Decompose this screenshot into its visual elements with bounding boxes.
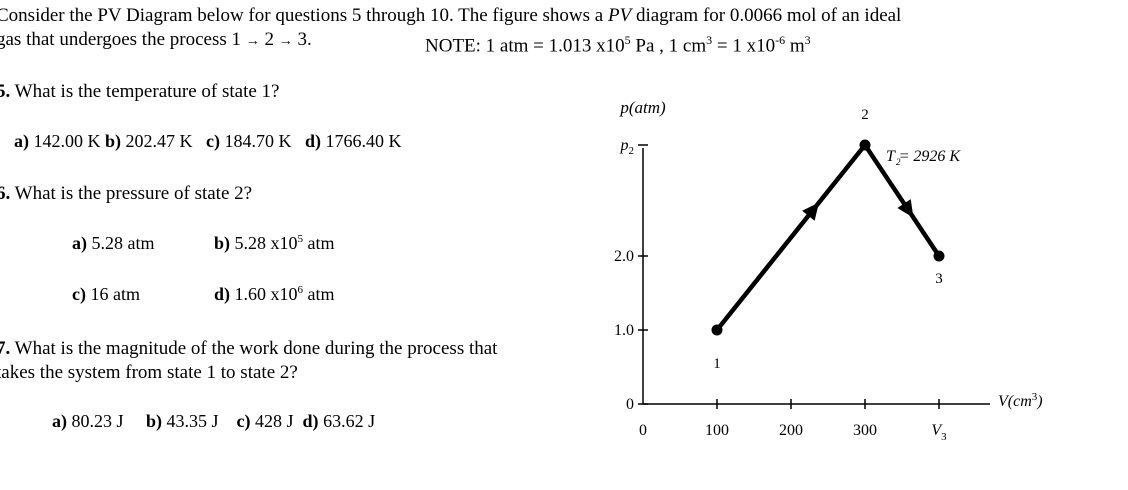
choice-exp: 5 [297, 233, 304, 245]
note-text-c: = 1 x10 [712, 35, 776, 57]
choice-value: 1.60 x10 [230, 284, 298, 304]
choice-value: 5.28 x10 [230, 233, 298, 253]
question-5-choices: a) 142.00 K b) 202.47 K c) 184.70 K d) 1… [14, 131, 402, 152]
y-tick-label: 0 [626, 396, 634, 413]
note-text-a: NOTE: 1 atm = 1.013 x10 [425, 35, 625, 57]
question-text: What is the magnitude of the work done d… [10, 338, 498, 359]
choice-label: d) [305, 131, 322, 151]
x-tick-label: 300 [853, 422, 877, 439]
note-exp: 5 [624, 33, 631, 47]
state-point [711, 324, 723, 336]
choice-value: 80.23 J [67, 411, 124, 431]
question-number: 5. [0, 81, 11, 102]
choice-label: d) [214, 284, 231, 304]
choice-label: a) [72, 233, 87, 253]
question-text: What is the pressure of state 2? [10, 183, 253, 204]
state-point [859, 139, 871, 151]
choice-value: 5.28 atm [87, 233, 155, 253]
question-7-choices: a) 80.23 J b) 43.35 J c) 428 J d) 63.62 … [52, 411, 375, 432]
axis-ticks: 0 1.0 2.0 p2 0 100 200 300 V3 [614, 137, 947, 443]
choice-exp: 6 [297, 284, 304, 296]
question-6-choice-a: a) 5.28 atm [72, 233, 155, 254]
note-exp: 3 [706, 33, 713, 47]
choice-label: b) [214, 233, 231, 253]
intro-pv-italic: PV [607, 5, 632, 26]
choice-label: a) [14, 131, 29, 151]
process-line [715, 143, 867, 332]
note-exp: -6 [775, 33, 786, 47]
direction-arrow-icon [802, 202, 819, 221]
question-5: 5. What is the temperature of state 1? [0, 81, 280, 103]
choice-value: 202.47 K [121, 131, 198, 151]
choice-value: 43.35 J [162, 411, 219, 431]
choice-label: b) [146, 411, 163, 431]
question-7: 7. What is the magnitude of the work don… [0, 337, 497, 385]
process-line [863, 143, 941, 258]
state-label: 1 [713, 356, 721, 372]
question-text-continued: takes the system from state 1 to state 2… [0, 362, 298, 383]
choice-label: b) [105, 131, 122, 151]
x-tick-label: 0 [639, 422, 647, 439]
choice-label: c) [206, 131, 220, 151]
intro-process-text: gas that undergoes the process 1 [0, 29, 246, 50]
arrow-icon: → [245, 34, 260, 49]
choice-value: 184.70 K [220, 131, 296, 151]
choice-label: a) [52, 411, 67, 431]
y-tick-label: 1.0 [614, 322, 634, 339]
note-text-b: Pa , 1 cm [630, 35, 707, 57]
choice-unit: atm [303, 233, 335, 253]
temperature-label-2: T = 2926 K [886, 148, 961, 165]
question-6: 6. What is the pressure of state 2? [0, 183, 252, 205]
state-points: 1 2 3 [711, 107, 945, 372]
arrow-icon: → [278, 34, 293, 49]
state-label: 2 [861, 107, 869, 123]
note-text-d: m [785, 35, 805, 57]
x-tick-label: V3 [931, 422, 947, 443]
choice-value: 428 J [250, 411, 294, 431]
x-tick-label: 200 [779, 422, 803, 439]
x-tick-label: 100 [705, 422, 729, 439]
question-number: 6. [0, 183, 11, 204]
intro-text-b: diagram for 0.0066 mol of an ideal [631, 5, 902, 26]
choice-label: d) [302, 411, 319, 431]
question-number: 7. [0, 338, 11, 359]
unit-note: NOTE: 1 atm = 1.013 x105 Pa , 1 cm3 = 1 … [425, 28, 811, 58]
question-6-choice-d: d) 1.60 x106 atm [214, 284, 335, 305]
note-exp: 3 [804, 33, 811, 47]
intro-text-a: Consider the PV Diagram below for questi… [0, 5, 608, 26]
intro-state-3: 3. [292, 29, 312, 50]
question-text: What is the temperature of state 1? [10, 81, 280, 102]
temperature-subscript: 2 [896, 157, 901, 167]
intro-state-2: 2 [259, 29, 279, 50]
x-axis-label: V(cm3) [998, 391, 1043, 410]
question-6-choice-b: b) 5.28 x105 atm [214, 233, 335, 254]
y-tick-label: 2.0 [614, 248, 634, 265]
state-point [933, 250, 945, 262]
intro-line-1: Consider the PV Diagram below for questi… [0, 4, 901, 28]
question-6-choice-c: c) 16 atm [72, 284, 140, 305]
choice-unit: atm [303, 284, 335, 304]
y-axis-label: p(atm) [619, 98, 666, 117]
state-label: 3 [935, 271, 943, 287]
choice-value: 16 atm [85, 284, 140, 304]
choice-label: c) [236, 411, 251, 431]
direction-arrow-icon [897, 199, 914, 218]
process-paths [715, 143, 941, 332]
choice-label: c) [72, 284, 86, 304]
y-tick-label: p2 [620, 137, 635, 157]
choice-value: 142.00 K [29, 131, 105, 151]
intro-line-2: gas that undergoes the process 1 → 2 → 3… [0, 28, 312, 54]
choice-value: 63.62 J [318, 411, 376, 431]
choice-value: 1766.40 K [321, 131, 402, 151]
